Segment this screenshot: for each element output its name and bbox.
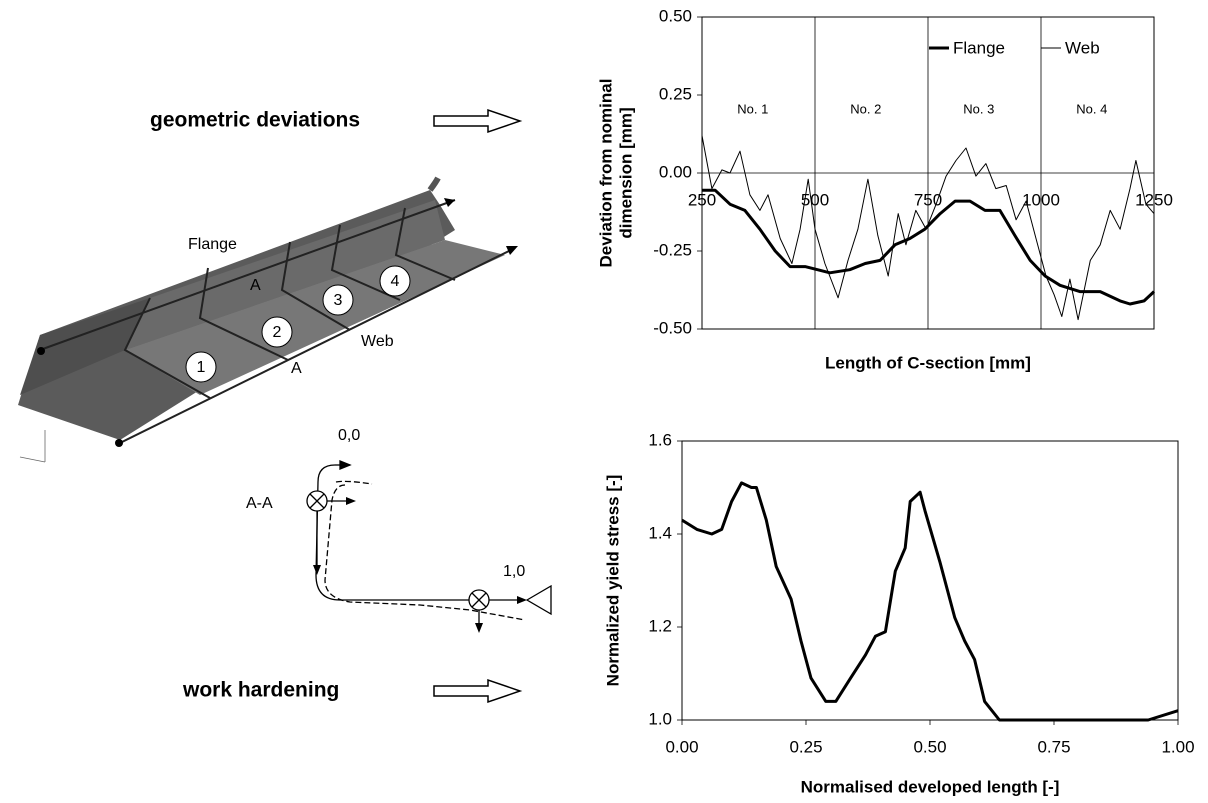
annotation: No. 2: [850, 101, 881, 116]
y-tick-label: 0.00: [659, 162, 692, 181]
label: A-A: [246, 495, 273, 512]
x-tick-label: 0.75: [1037, 737, 1070, 756]
y-tick-label: 1.4: [648, 523, 672, 542]
label: 1,0: [503, 563, 525, 580]
label: 1: [197, 359, 206, 376]
label: 3: [334, 292, 343, 309]
y-tick-label: 1.6: [648, 430, 672, 449]
plot-frame: [682, 441, 1178, 720]
series-line: [682, 483, 1178, 720]
label: 0,0: [338, 427, 360, 444]
x-tick-label: 1.00: [1161, 737, 1194, 756]
y-tick-label: 0.50: [659, 6, 692, 25]
y-axis-title: Normalized yield stress [-]: [603, 475, 622, 687]
annotation: No. 4: [1076, 101, 1107, 116]
y-axis-title: Deviation from nominal: [596, 79, 615, 268]
label: A: [291, 360, 302, 377]
c-section-model: [18, 178, 518, 462]
x-axis-title: Normalised developed length [-]: [801, 777, 1060, 796]
x-tick-label: 0.50: [913, 737, 946, 756]
heading: work hardening: [182, 679, 339, 702]
figure: Flange A A Web 1 2 3 4 0,0 A-A 1,0 geome…: [0, 0, 1208, 803]
heading: geometric deviations: [150, 109, 360, 132]
y-tick-label: -0.50: [653, 318, 692, 337]
x-axis-title: Length of C-section [mm]: [825, 353, 1031, 372]
label: Web: [361, 333, 394, 350]
x-tick-label: 0.25: [789, 737, 822, 756]
label: A: [250, 277, 261, 294]
x-tick-label: 1250: [1135, 190, 1173, 209]
label: 2: [273, 324, 282, 341]
annotation: No. 3: [963, 101, 994, 116]
legend-label: Web: [1065, 38, 1100, 57]
section-diagram: [307, 461, 551, 633]
y-axis-title: dimension [mm]: [616, 107, 635, 238]
label: Flange: [188, 236, 237, 253]
y-tick-label: -0.25: [653, 240, 692, 259]
legend-label: Flange: [953, 38, 1005, 57]
y-tick-label: 1.0: [648, 709, 672, 728]
label: 4: [391, 273, 400, 290]
x-tick-label: 250: [688, 190, 716, 209]
x-tick-label: 0.00: [665, 737, 698, 756]
y-tick-label: 1.2: [648, 616, 672, 635]
annotation: No. 1: [737, 101, 768, 116]
y-tick-label: 0.25: [659, 84, 692, 103]
